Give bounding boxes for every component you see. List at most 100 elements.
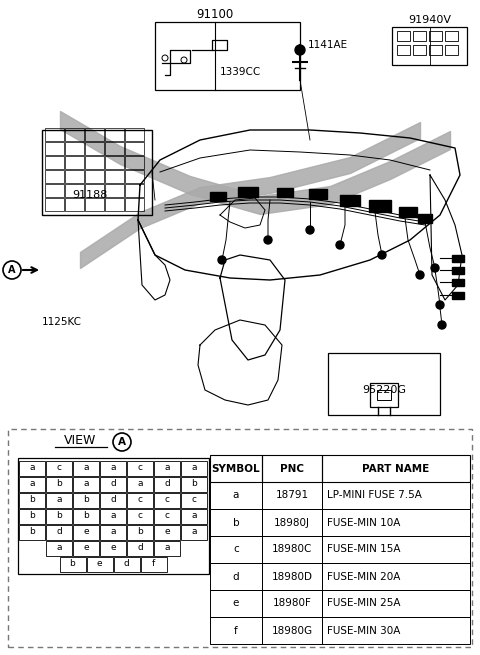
Text: a: a	[191, 463, 197, 472]
Text: a: a	[137, 479, 143, 488]
Bar	[105, 198, 124, 211]
Bar	[370, 383, 398, 407]
Text: d: d	[56, 527, 62, 536]
Bar	[100, 541, 126, 556]
Circle shape	[295, 45, 305, 55]
Bar	[85, 184, 104, 197]
Text: c: c	[137, 495, 143, 504]
Bar	[452, 255, 464, 261]
Text: d: d	[137, 543, 143, 552]
Bar	[46, 541, 72, 556]
Bar	[42, 130, 152, 215]
Text: 18980C: 18980C	[272, 544, 312, 555]
Text: e: e	[233, 599, 239, 608]
Text: VIEW: VIEW	[64, 434, 96, 447]
Text: e: e	[110, 543, 116, 552]
Text: c: c	[165, 511, 169, 520]
Text: b: b	[83, 511, 89, 520]
Text: d: d	[233, 572, 240, 582]
Text: e: e	[164, 527, 170, 536]
Bar	[65, 170, 84, 183]
Text: b: b	[137, 527, 143, 536]
Bar	[181, 461, 207, 476]
Bar	[60, 557, 85, 572]
Bar	[445, 31, 458, 41]
Text: PNC: PNC	[280, 464, 304, 474]
Text: FUSE-MIN 30A: FUSE-MIN 30A	[327, 626, 400, 635]
Bar	[181, 509, 207, 524]
Text: b: b	[56, 479, 62, 488]
Bar	[73, 461, 99, 476]
Bar	[65, 156, 84, 169]
Bar	[46, 525, 72, 540]
Text: 91100: 91100	[196, 7, 234, 20]
Bar	[65, 128, 84, 141]
Bar	[127, 477, 153, 492]
Bar	[210, 455, 262, 482]
Bar	[125, 170, 144, 183]
Bar	[19, 525, 45, 540]
Bar	[181, 493, 207, 508]
Bar	[45, 198, 64, 211]
Bar	[85, 198, 104, 211]
Bar	[452, 291, 464, 299]
Circle shape	[306, 226, 314, 234]
Bar	[100, 493, 126, 508]
Bar	[65, 142, 84, 155]
Text: a: a	[29, 463, 35, 472]
Bar	[154, 541, 180, 556]
Text: 1125KC: 1125KC	[42, 317, 82, 327]
Text: 1141AE: 1141AE	[308, 40, 348, 50]
Circle shape	[264, 236, 272, 244]
Bar	[181, 525, 207, 540]
Bar	[369, 200, 391, 212]
Bar	[154, 493, 180, 508]
Text: 18980G: 18980G	[271, 626, 312, 635]
Bar	[85, 128, 104, 141]
Text: 91940V: 91940V	[408, 15, 452, 25]
Text: c: c	[165, 495, 169, 504]
Bar	[65, 198, 84, 211]
Bar	[309, 189, 327, 199]
Bar	[127, 493, 153, 508]
Bar	[46, 509, 72, 524]
Text: A: A	[118, 437, 126, 447]
Bar	[210, 509, 262, 536]
Bar	[105, 156, 124, 169]
Text: b: b	[29, 495, 35, 504]
Bar	[262, 455, 322, 482]
Text: d: d	[110, 479, 116, 488]
Text: FUSE-MIN 10A: FUSE-MIN 10A	[327, 517, 400, 527]
Bar	[100, 525, 126, 540]
Text: e: e	[96, 559, 102, 568]
Bar	[262, 590, 322, 617]
Bar	[238, 187, 258, 197]
Bar	[262, 563, 322, 590]
Circle shape	[218, 256, 226, 264]
Text: c: c	[137, 463, 143, 472]
Text: b: b	[70, 559, 75, 568]
Text: 18980F: 18980F	[273, 599, 312, 608]
Text: 91188: 91188	[72, 190, 108, 200]
Bar	[429, 31, 442, 41]
Bar	[340, 195, 360, 206]
Text: a: a	[83, 463, 89, 472]
Text: d: d	[124, 559, 130, 568]
Text: b: b	[56, 511, 62, 520]
Text: a: a	[56, 495, 62, 504]
Bar	[328, 353, 440, 415]
Bar	[322, 617, 470, 644]
Text: b: b	[83, 495, 89, 504]
Bar	[399, 207, 417, 217]
Bar	[73, 525, 99, 540]
Bar	[45, 170, 64, 183]
Bar	[210, 563, 262, 590]
Text: SYMBOL: SYMBOL	[212, 464, 260, 474]
Bar	[210, 536, 262, 563]
Text: a: a	[164, 543, 170, 552]
Bar	[105, 184, 124, 197]
Text: FUSE-MIN 25A: FUSE-MIN 25A	[327, 599, 400, 608]
Bar	[73, 477, 99, 492]
Bar	[85, 142, 104, 155]
Bar	[210, 590, 262, 617]
